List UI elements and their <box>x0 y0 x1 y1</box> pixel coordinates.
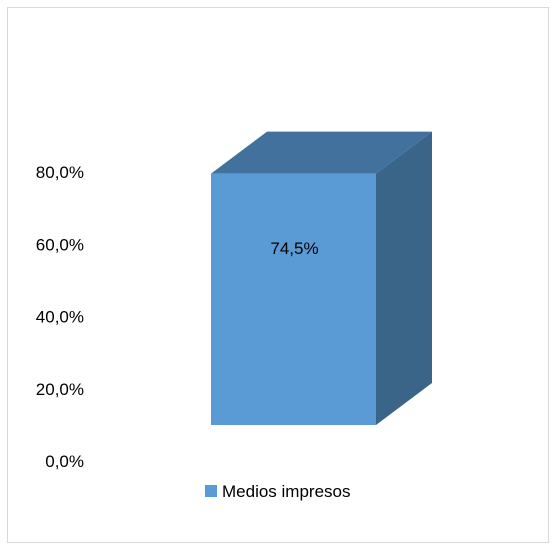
bars: 74,5% <box>211 131 432 425</box>
legend-label: Medios impresos <box>222 482 351 501</box>
y-tick-label: 20,0% <box>36 380 84 399</box>
legend-swatch <box>205 485 217 497</box>
legend: Medios impresos <box>205 482 351 501</box>
bar-data-label: 74,5% <box>270 239 318 258</box>
bar-top-face <box>211 131 432 174</box>
y-axis: 0,0% 20,0% 40,0% 60,0% 80,0% <box>36 163 84 471</box>
y-tick-label: 0,0% <box>45 452 84 471</box>
y-tick-label: 60,0% <box>36 235 84 254</box>
y-tick-label: 40,0% <box>36 308 84 327</box>
bar-front-face <box>211 173 376 425</box>
bar-side-face <box>376 131 432 425</box>
y-tick-label: 80,0% <box>36 163 84 182</box>
